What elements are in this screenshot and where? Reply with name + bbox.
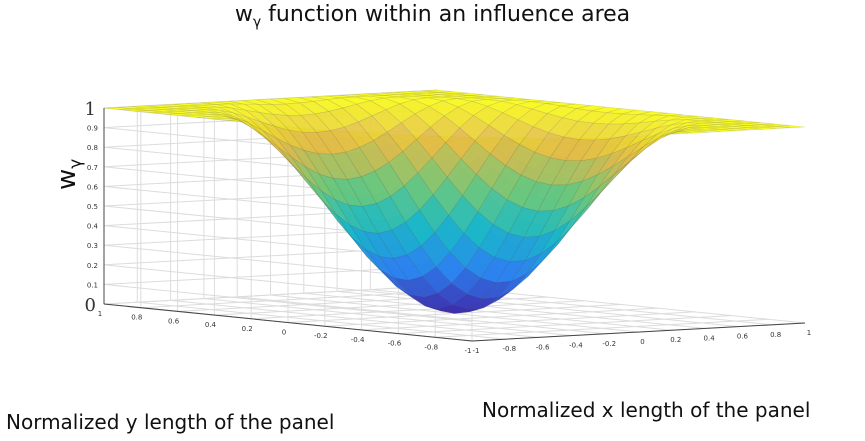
z-tick-label: 0.6 bbox=[87, 183, 99, 191]
y-tick-label: 0.6 bbox=[168, 317, 180, 325]
y-tick-label: 0.4 bbox=[205, 321, 217, 329]
z-tick-label: 0.8 bbox=[87, 144, 98, 152]
y-tick-label: -0.6 bbox=[388, 340, 402, 348]
x-tick-label: -0.4 bbox=[569, 342, 583, 350]
z-tick-label: 0.4 bbox=[87, 223, 99, 231]
z-tick-label: 1 bbox=[85, 99, 96, 120]
x-tick-label: -0.6 bbox=[536, 343, 550, 351]
z-tick-label: 0.5 bbox=[87, 203, 98, 211]
y-tick-label: 0.2 bbox=[242, 325, 253, 333]
x-axis-label: Normalized x length of the panel bbox=[482, 398, 811, 422]
surface-mesh bbox=[103, 89, 806, 314]
chart-title: wγ function within an influence area bbox=[234, 2, 631, 31]
y-axis-label: Normalized y length of the panel bbox=[6, 410, 335, 434]
y-tick-label: -1 bbox=[465, 347, 472, 355]
surface-patch bbox=[423, 89, 453, 93]
base-axes bbox=[103, 303, 806, 342]
z-tick-label: 0.2 bbox=[87, 262, 98, 270]
y-tick-label: -0.4 bbox=[351, 336, 365, 344]
x-tick-label: -1 bbox=[473, 347, 480, 355]
z-tick-label: 0 bbox=[85, 295, 96, 316]
z-tick-label: 0.1 bbox=[87, 281, 98, 289]
z-axis-label: wγ bbox=[52, 158, 87, 190]
y-tick-label: -0.8 bbox=[424, 343, 438, 351]
x-tick-label: 0.2 bbox=[670, 336, 681, 344]
y-tick-label: 0 bbox=[282, 329, 286, 337]
x-tick-label: 0 bbox=[640, 338, 644, 346]
x-tick-label: 0.8 bbox=[770, 331, 781, 339]
z-tick-label: 0.9 bbox=[87, 125, 98, 133]
x-tick-label: -0.8 bbox=[502, 345, 516, 353]
y-tick-label: 0.8 bbox=[131, 314, 142, 322]
x-tick-label: -0.2 bbox=[602, 340, 616, 348]
z-tick-label: 0.3 bbox=[87, 242, 98, 250]
x-tick-label: 0.4 bbox=[704, 334, 716, 342]
y-tick-label: -0.2 bbox=[314, 332, 328, 340]
y-tick-label: 1 bbox=[98, 310, 102, 318]
x-tick-label: 1 bbox=[807, 329, 811, 337]
x-tick-label: 0.6 bbox=[737, 333, 749, 341]
z-tick-label: 0.7 bbox=[87, 164, 98, 172]
